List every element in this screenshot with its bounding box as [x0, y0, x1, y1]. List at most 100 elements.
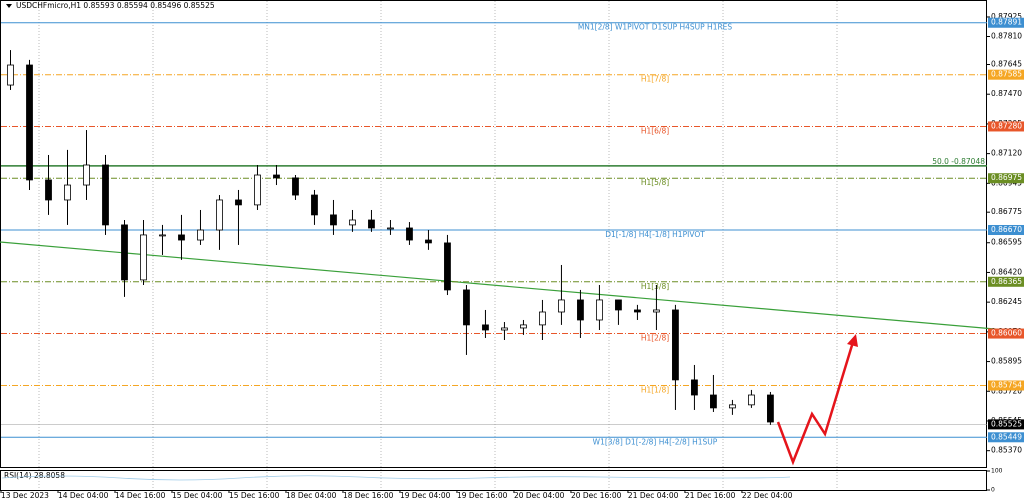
x-tick-label: 22 Dec 04:00 [742, 491, 793, 500]
x-tick-label: 15 Dec 04:00 [172, 491, 223, 500]
price-label: 0.85449 [991, 432, 1022, 441]
chart-title: USDCHFmicro,H1 0.85593 0.85594 0.85496 0… [16, 1, 215, 10]
x-tick-label: 18 Dec 04:00 [286, 491, 337, 500]
candle-body [691, 379, 698, 396]
level-text: W1[3/8] D1[-2/8] H4[-2/8] H1SUP [593, 437, 718, 446]
candle-body [615, 299, 622, 311]
y-tick-label: 0.86420 [991, 267, 1022, 276]
candle-body [444, 242, 451, 291]
candle-body [83, 164, 90, 186]
candle-body [748, 394, 755, 406]
candle-body [710, 394, 717, 409]
y-tick-label: 0.86245 [991, 297, 1022, 306]
x-tick-label: 13 Dec 2023 [1, 491, 49, 500]
price-label: 0.86060 [991, 329, 1022, 338]
current-price-label: 0.85525 [991, 419, 1022, 428]
y-tick-label: 0.87810 [991, 31, 1022, 40]
price-label: 0.86365 [991, 277, 1022, 286]
candle-body [102, 164, 109, 226]
main-pane [0, 0, 987, 468]
candle-body [349, 219, 356, 226]
y-tick-label: 0.86595 [991, 238, 1022, 247]
rsi-tick-label: 0 [991, 487, 995, 494]
candle-body [330, 214, 337, 226]
x-tick-label: 20 Dec 16:00 [571, 491, 622, 500]
level-text: H1[3/8] [641, 282, 669, 291]
trend-line [0, 241, 1007, 331]
candle-body [368, 219, 375, 229]
price-label-box [988, 328, 1024, 339]
candle-body [425, 239, 432, 244]
rsi-tick-label: 100 [991, 468, 1003, 475]
candle-body [539, 311, 546, 326]
candle-body [254, 174, 261, 206]
x-tick-label: 18 Dec 16:00 [343, 491, 394, 500]
y-tick-label: 0.87120 [991, 149, 1022, 158]
forecast-arrowhead [847, 334, 858, 347]
level-text: H1[2/8] [641, 334, 669, 343]
fib-text: 50.0 -0.87048 [932, 157, 985, 166]
candle-body [482, 324, 489, 331]
x-tick-label: 14 Dec 04:00 [58, 491, 109, 500]
price-label: 0.87585 [991, 70, 1022, 79]
price-label-box [988, 432, 1024, 443]
y-tick-label: 0.87470 [991, 89, 1022, 98]
vertical-grid [38, 1, 838, 490]
price-label-box [988, 121, 1024, 132]
candle-body [501, 327, 508, 331]
candle-body [45, 179, 52, 201]
level-text: H1[6/8] [641, 126, 669, 135]
x-tick-label: 20 Dec 04:00 [514, 491, 565, 500]
price-label: 0.87280 [991, 121, 1022, 130]
x-tick-label: 21 Dec 16:00 [685, 491, 736, 500]
price-label-box [988, 17, 1024, 28]
candle-body [7, 64, 14, 86]
candle-body [387, 227, 394, 230]
candle-body [767, 394, 774, 423]
candle-body [235, 199, 242, 206]
candle-body [216, 199, 223, 231]
level-text: H1[1/8] [641, 386, 669, 395]
price-label: 0.86670 [991, 225, 1022, 234]
level-text: H1[7/8] [641, 75, 669, 84]
price-label-box [988, 380, 1024, 391]
candle-body [672, 309, 679, 381]
menu-arrow[interactable] [6, 4, 12, 8]
x-tick-label: 15 Dec 16:00 [229, 491, 280, 500]
rsi-pane [0, 470, 987, 491]
candle-body [463, 289, 470, 326]
level-text: D1[-1/8] H4[-1/8] H1PIVOT [605, 230, 705, 239]
y-tick-label: 0.87925 [991, 12, 1022, 21]
candle-body [197, 229, 204, 241]
level-text: MN1[2/8] W1PIVOT D1SUP H4SUP H1RES [578, 23, 733, 32]
price-label: 0.87891 [991, 18, 1022, 27]
candle-body [596, 299, 603, 321]
price-label-box [988, 173, 1024, 184]
y-tick-label: 0.85895 [991, 357, 1022, 366]
candle-body [121, 224, 128, 281]
y-tick-label: 0.87645 [991, 60, 1022, 69]
candle-body [273, 174, 280, 179]
level-text: H1[5/8] [641, 178, 669, 187]
candle-body [178, 234, 185, 241]
x-tick-label: 14 Dec 16:00 [115, 491, 166, 500]
candle-body [406, 227, 413, 241]
candle-body [520, 324, 527, 329]
x-tick-label: 19 Dec 16:00 [457, 491, 508, 500]
price-label: 0.86975 [991, 173, 1022, 182]
rsi-line [1, 475, 791, 481]
y-tick-label: 0.86775 [991, 207, 1022, 216]
candle-body [292, 177, 299, 196]
candle-body [64, 184, 71, 201]
candle-body [577, 299, 584, 321]
current-price-box [988, 419, 1024, 430]
candle-body [558, 299, 565, 313]
candle-body [653, 309, 660, 313]
price-label-box [988, 225, 1024, 236]
x-tick-label: 19 Dec 04:00 [400, 491, 451, 500]
rsi-label: RSI(14) 28.8058 [4, 471, 65, 480]
y-tick-label: 0.85720 [991, 386, 1022, 395]
price-label-box [988, 69, 1024, 80]
candle-body [729, 404, 736, 409]
candle-body [26, 64, 33, 181]
